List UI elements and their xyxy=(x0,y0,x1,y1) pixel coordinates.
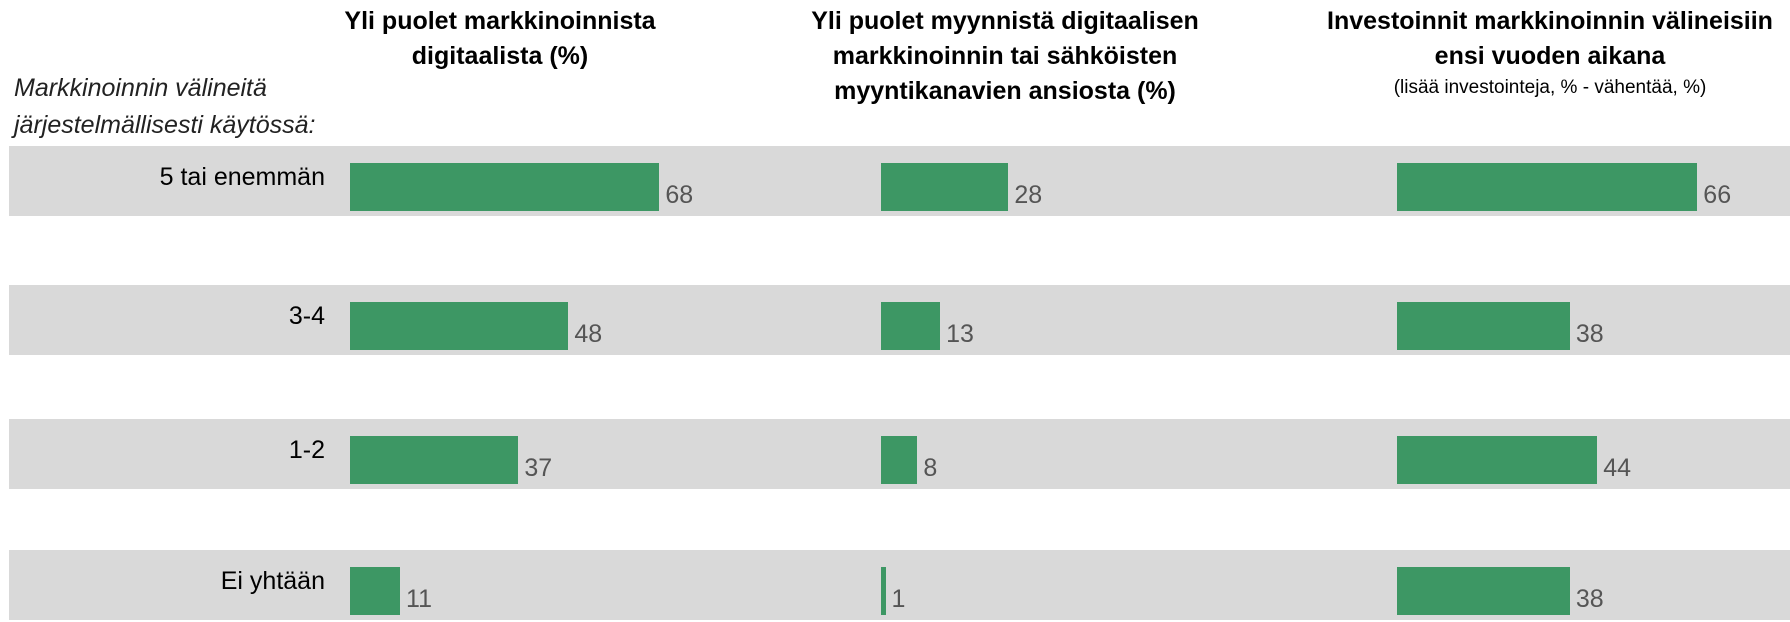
panel-title: Yli puolet myynnistä digitaalisen markki… xyxy=(811,7,1199,105)
row-label: Ei yhtään xyxy=(220,567,325,595)
value-label: 11 xyxy=(406,585,432,613)
value-label: 37 xyxy=(524,454,553,482)
panel-subtitle: (lisää investointeja, % - vähentää, %) xyxy=(1393,77,1707,98)
bar xyxy=(881,163,1009,211)
value-label: 38 xyxy=(1575,320,1604,348)
value-label: 66 xyxy=(1703,181,1732,209)
row-label: 3-4 xyxy=(288,302,325,330)
bar xyxy=(881,567,886,615)
bar xyxy=(1397,567,1570,615)
bar xyxy=(881,302,941,350)
value-label: 44 xyxy=(1603,454,1631,482)
bar xyxy=(1397,163,1698,211)
row-header: Markkinoinnin välineitä järjestelmällise… xyxy=(14,74,316,139)
panel-title: Investoinnit markkinoinnin välineisiin e… xyxy=(1327,7,1773,70)
value-label: 48 xyxy=(574,320,603,348)
value-label: 1 xyxy=(891,585,906,613)
bar xyxy=(881,436,918,484)
panel-title: Yli puolet markkinoinnista digitaalista … xyxy=(344,7,656,70)
value-label: 28 xyxy=(1014,181,1043,209)
value-label: 8 xyxy=(923,454,938,482)
bar xyxy=(350,163,660,211)
row-label: 1-2 xyxy=(288,436,325,464)
bar xyxy=(1397,436,1598,484)
bar xyxy=(350,436,519,484)
bar xyxy=(1397,302,1570,350)
value-label: 38 xyxy=(1575,585,1604,613)
value-label: 68 xyxy=(665,181,694,209)
row-label: 5 tai enemmän xyxy=(159,163,325,191)
value-label: 13 xyxy=(946,320,974,348)
bar xyxy=(350,567,401,615)
bar xyxy=(350,302,569,350)
